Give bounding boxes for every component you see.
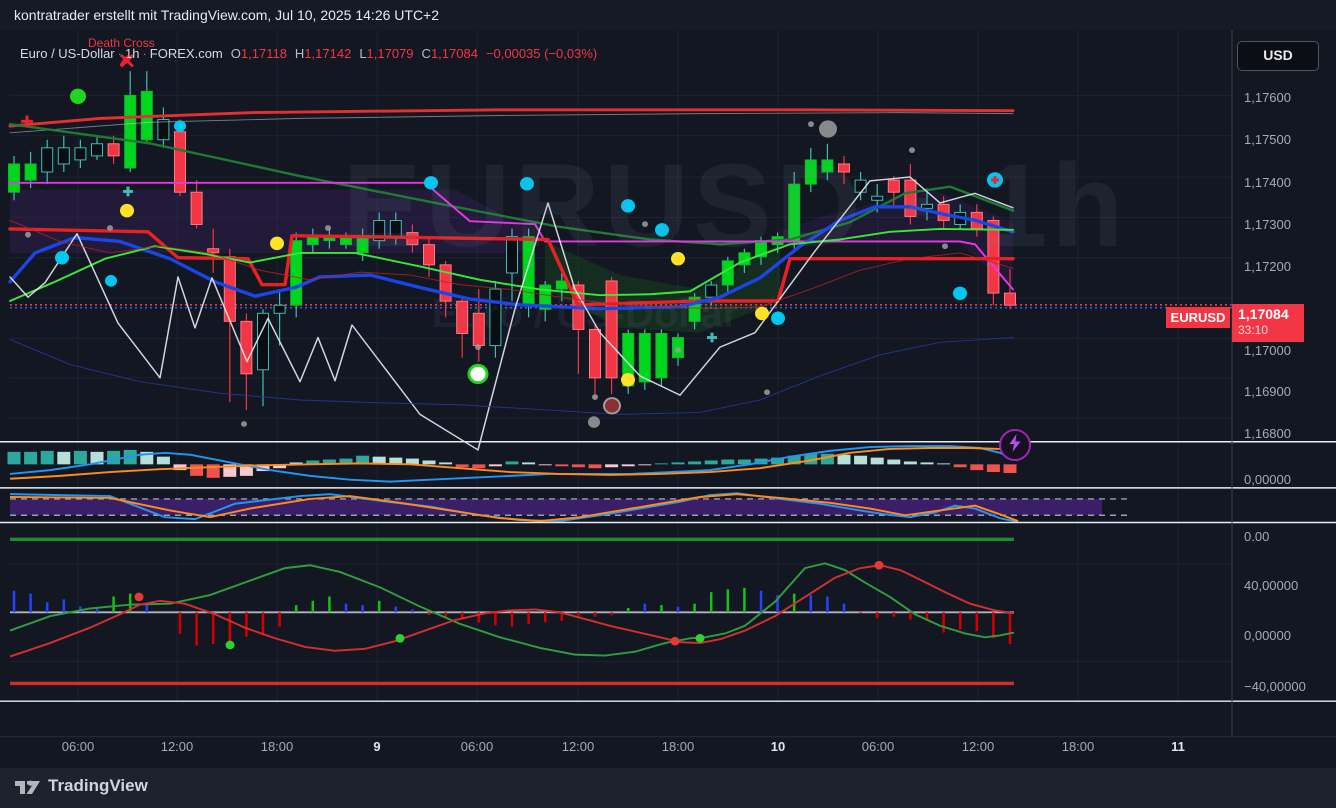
- lightning-bolt-icon: [1009, 434, 1021, 452]
- legend[interactable]: Euro / US-Dollar · 1h · FOREX.com O1,17118 H1,…: [20, 46, 597, 61]
- last-price-value: 1,17084: [1238, 306, 1289, 322]
- time-tick[interactable]: 11: [1171, 739, 1185, 754]
- price-tick[interactable]: 1,16800: [1244, 426, 1291, 441]
- time-tick[interactable]: 9: [373, 739, 381, 754]
- indicator-value-label: 40,00000: [1244, 578, 1299, 593]
- time-tick[interactable]: 06:00: [861, 739, 895, 754]
- legend-interval[interactable]: 1h: [124, 46, 140, 61]
- attribution-bar: kontratrader erstellt mit TradingView.co…: [0, 0, 1336, 30]
- currency-toggle-button[interactable]: USD: [1237, 41, 1319, 71]
- bar-countdown: 33:10: [1238, 323, 1269, 337]
- time-tick[interactable]: 18:00: [661, 739, 695, 754]
- legend-separator: ·: [117, 46, 122, 61]
- time-tick[interactable]: 06:00: [61, 739, 95, 754]
- price-tick[interactable]: 1,17500: [1244, 132, 1291, 147]
- indicator-value-label: −40,00000: [1244, 679, 1306, 694]
- death-cross-icon: ✗: [118, 53, 131, 70]
- legend-low-value: 1,17079: [366, 46, 414, 61]
- last-price-label: 1,17084 33:10: [1232, 304, 1304, 342]
- time-tick[interactable]: 18:00: [1061, 739, 1095, 754]
- time-tick[interactable]: 12:00: [961, 739, 995, 754]
- indicator-value-label: 0.00: [1244, 529, 1270, 544]
- legend-symbol[interactable]: Euro / US-Dollar: [20, 46, 115, 61]
- legend-close-value: 1,17084: [430, 46, 478, 61]
- legend-low-label: L: [359, 46, 367, 61]
- footer-bar: TradingView: [0, 768, 1336, 808]
- time-tick[interactable]: 12:00: [160, 739, 194, 754]
- legend-high-label: H: [294, 46, 305, 61]
- legend-open-label: O: [230, 46, 241, 61]
- symbol-watermark-subtitle: Euro / US-Dollar: [431, 292, 739, 336]
- symbol-watermark: EURUSD · 1h: [342, 140, 1128, 272]
- time-tick[interactable]: 12:00: [561, 739, 595, 754]
- indicator-value-label: 0,00000: [1244, 472, 1291, 487]
- tradingview-logo-icon[interactable]: [14, 777, 42, 799]
- time-tick[interactable]: 10: [770, 739, 786, 754]
- lightning-button[interactable]: [999, 429, 1031, 461]
- tradingview-brand-text[interactable]: TradingView: [48, 776, 148, 795]
- price-tick[interactable]: 1,17600: [1244, 90, 1291, 105]
- price-tick[interactable]: 1,17300: [1244, 217, 1291, 232]
- price-line-symbol-badge: EURUSD: [1166, 307, 1230, 328]
- price-tick[interactable]: 1,16900: [1244, 384, 1291, 399]
- legend-close-label: C: [421, 46, 431, 61]
- time-tick[interactable]: 06:00: [460, 739, 494, 754]
- legend-exchange: FOREX.com: [149, 46, 223, 61]
- death-cross-label: Death Cross: [88, 36, 155, 50]
- indicator-value-label: 0,00000: [1244, 628, 1291, 643]
- price-tick[interactable]: 1,17400: [1244, 175, 1291, 190]
- price-tick[interactable]: 1,17200: [1244, 259, 1291, 274]
- time-tick[interactable]: 18:00: [260, 739, 294, 754]
- price-tick[interactable]: 1,17000: [1244, 343, 1291, 358]
- legend-open-value: 1,17118: [240, 46, 287, 61]
- legend-separator: ·: [142, 46, 147, 61]
- legend-change: −0,00035 (−0,03%): [485, 46, 598, 61]
- chart-canvas[interactable]: [0, 30, 1336, 768]
- attribution-text: kontratrader erstellt mit TradingView.co…: [14, 7, 440, 23]
- chart-container[interactable]: EURUSD · 1h Euro / US-Dollar Euro / US-D…: [0, 30, 1336, 768]
- legend-high-value: 1,17142: [304, 46, 352, 61]
